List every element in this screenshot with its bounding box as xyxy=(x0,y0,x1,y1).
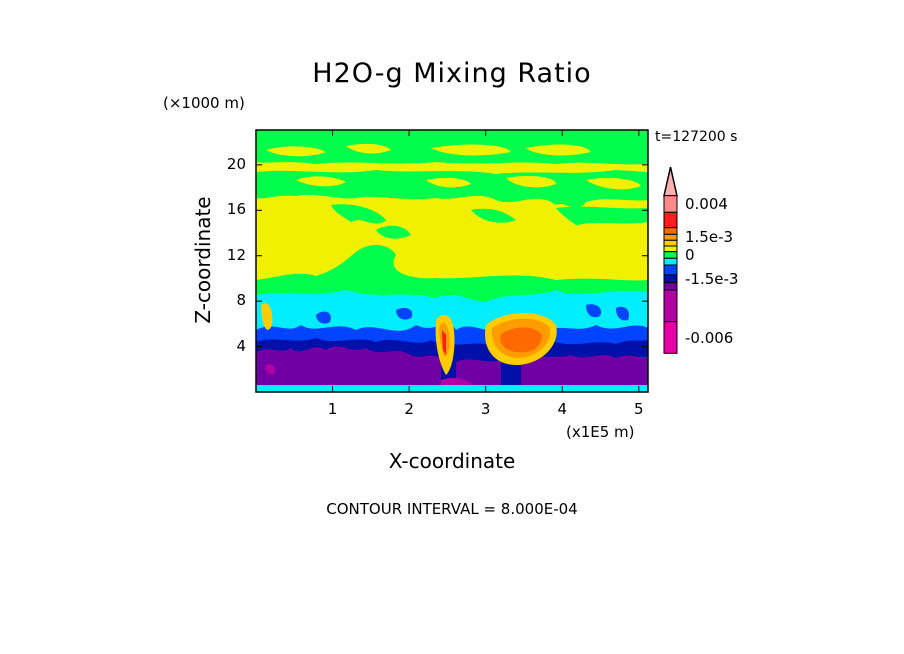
colorbar-segment xyxy=(663,227,678,235)
x-tick-label: 4 xyxy=(557,400,568,418)
contour-level-orange xyxy=(500,327,542,353)
y-tick-label: 8 xyxy=(236,291,246,310)
colorbar-extend-triangle xyxy=(663,166,678,197)
y-tick-label: 4 xyxy=(236,336,246,355)
y-axis-unit: (×1000 m) xyxy=(163,94,245,112)
time-label: t=127200 s xyxy=(655,129,738,145)
y-tick-label: 20 xyxy=(226,154,246,173)
colorbar-segment xyxy=(663,195,678,213)
colorbar-segment xyxy=(663,211,678,229)
colorbar-segment xyxy=(663,233,678,241)
x-axis-label: X-coordinate xyxy=(388,449,516,473)
colorbar-label: -0.006 xyxy=(685,328,734,347)
chart-title: H2O-g Mixing Ratio xyxy=(312,58,592,89)
colorbar-segment xyxy=(663,245,678,253)
contour-field xyxy=(256,130,648,392)
colorbar-segment xyxy=(663,251,678,259)
contour-level-purple xyxy=(256,346,648,385)
colorbar-segment xyxy=(663,321,678,354)
colorbar-label: 0 xyxy=(685,246,695,264)
colorbar-segment xyxy=(663,239,678,247)
colorbar-segment xyxy=(663,289,678,323)
y-tick-label: 16 xyxy=(226,200,246,219)
colorbar xyxy=(663,166,678,354)
colorbar-segment xyxy=(663,274,678,284)
axis-ticks xyxy=(256,130,648,392)
contour-level-red xyxy=(442,330,446,355)
contour-level-green xyxy=(331,204,648,239)
x-tick-label: 3 xyxy=(480,400,491,418)
x-tick-label: 2 xyxy=(404,400,414,418)
colorbar-label: 1.5e-3 xyxy=(685,228,734,247)
colorbar-label: -1.5e-3 xyxy=(685,269,739,288)
y-tick-label: 12 xyxy=(226,245,246,264)
contour-level-cyan xyxy=(256,385,648,392)
colorbar-segment xyxy=(663,264,678,276)
plot-frame xyxy=(255,129,649,393)
x-tick-label: 5 xyxy=(634,400,644,418)
colorbar-segment xyxy=(663,257,678,266)
contour-level-yellow xyxy=(266,143,641,190)
contour-level-blue xyxy=(316,304,630,324)
contour-interval-label: CONTOUR INTERVAL = 8.000E-04 xyxy=(326,500,578,518)
x-axis-unit: (x1E5 m) xyxy=(566,423,635,441)
colorbar-label: 0.004 xyxy=(685,195,728,213)
x-tick-label: 1 xyxy=(327,400,338,418)
colorbar-segment xyxy=(663,282,678,291)
